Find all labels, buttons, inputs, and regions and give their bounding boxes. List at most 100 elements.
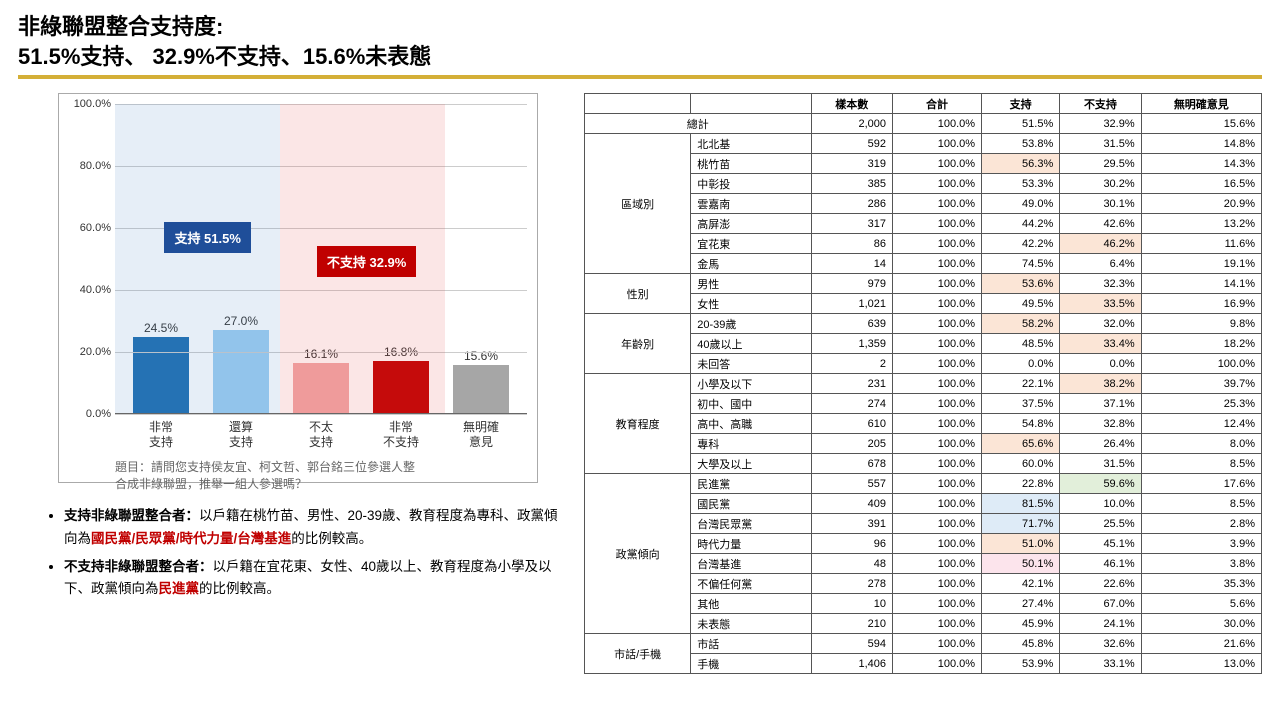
table-cell: 100.0% — [893, 254, 982, 274]
table-group-label: 區域別 — [585, 134, 691, 274]
table-cell: 48.5% — [982, 334, 1060, 354]
table-row-label: 高屏澎 — [691, 214, 811, 234]
table-group-label: 教育程度 — [585, 374, 691, 474]
table-row-label: 雲嘉南 — [691, 194, 811, 214]
table-cell: 27.4% — [982, 594, 1060, 614]
table-cell: 100.0% — [893, 434, 982, 454]
table-cell: 20.9% — [1141, 194, 1261, 214]
table-cell: 100.0% — [893, 574, 982, 594]
chart-badge: 支持 51.5% — [164, 222, 250, 253]
table-cell: 610 — [811, 414, 892, 434]
table-cell: 8.5% — [1141, 494, 1261, 514]
table-row-label: 台灣民眾黨 — [691, 514, 811, 534]
table-cell: 32.9% — [1060, 114, 1141, 134]
table-group-label: 性別 — [585, 274, 691, 314]
table-cell: 48 — [811, 554, 892, 574]
table-cell: 60.0% — [982, 454, 1060, 474]
table-row: 年齡別20-39歲639100.0%58.2%32.0%9.8% — [585, 314, 1262, 334]
table-cell: 38.2% — [1060, 374, 1141, 394]
table-row-label: 時代力量 — [691, 534, 811, 554]
table-cell: 53.6% — [982, 274, 1060, 294]
table-cell: 25.3% — [1141, 394, 1261, 414]
table-cell: 14 — [811, 254, 892, 274]
table-cell: 37.1% — [1060, 394, 1141, 414]
table-cell: 65.6% — [982, 434, 1060, 454]
table-cell: 100.0% — [893, 394, 982, 414]
table-cell: 44.2% — [982, 214, 1060, 234]
table-cell: 29.5% — [1060, 154, 1141, 174]
table-header: 樣本數 — [811, 94, 892, 114]
table-cell: 18.2% — [1141, 334, 1261, 354]
gridline — [115, 414, 527, 415]
y-tick-label: 60.0% — [65, 222, 111, 234]
table-cell: 58.2% — [982, 314, 1060, 334]
table-cell: 385 — [811, 174, 892, 194]
table-row-label: 未表態 — [691, 614, 811, 634]
table-cell: 45.8% — [982, 634, 1060, 654]
table-cell: 8.5% — [1141, 454, 1261, 474]
table-cell: 278 — [811, 574, 892, 594]
table-cell: 100.0% — [893, 174, 982, 194]
table-cell: 49.0% — [982, 194, 1060, 214]
table-cell: 678 — [811, 454, 892, 474]
table-cell: 30.0% — [1141, 614, 1261, 634]
support-bar-chart: 24.5%27.0%16.1%16.8%15.6% 0.0%20.0%40.0%… — [58, 93, 538, 483]
table-cell: 31.5% — [1060, 454, 1141, 474]
table-cell: 100.0% — [893, 214, 982, 234]
table-cell: 274 — [811, 394, 892, 414]
table-cell: 16.5% — [1141, 174, 1261, 194]
table-cell: 13.2% — [1141, 214, 1261, 234]
table-row-label: 40歲以上 — [691, 334, 811, 354]
table-cell: 979 — [811, 274, 892, 294]
table-cell: 100.0% — [893, 274, 982, 294]
table-row-label: 中彰投 — [691, 174, 811, 194]
table-cell: 21.6% — [1141, 634, 1261, 654]
table-cell: 32.8% — [1060, 414, 1141, 434]
table-header: 支持 — [982, 94, 1060, 114]
table-row-label: 金馬 — [691, 254, 811, 274]
table-cell: 2,000 — [811, 114, 892, 134]
table-cell: 12.4% — [1141, 414, 1261, 434]
table-cell: 100.0% — [893, 134, 982, 154]
table-row-label: 男性 — [691, 274, 811, 294]
table-header: 合計 — [893, 94, 982, 114]
table-cell: 53.3% — [982, 174, 1060, 194]
table-cell: 30.1% — [1060, 194, 1141, 214]
bullet-text: 民進黨 — [159, 581, 200, 596]
table-cell: 3.9% — [1141, 534, 1261, 554]
table-cell: 1,406 — [811, 654, 892, 674]
table-cell: 391 — [811, 514, 892, 534]
table-cell: 54.8% — [982, 414, 1060, 434]
table-cell: 317 — [811, 214, 892, 234]
table-cell: 557 — [811, 474, 892, 494]
y-tick-label: 40.0% — [65, 284, 111, 296]
table-cell: 22.6% — [1060, 574, 1141, 594]
table-row-label: 初中、國中 — [691, 394, 811, 414]
table-cell: 0.0% — [982, 354, 1060, 374]
table-cell: 35.3% — [1141, 574, 1261, 594]
table-cell: 5.6% — [1141, 594, 1261, 614]
table-cell: 42.6% — [1060, 214, 1141, 234]
table-cell: 71.7% — [982, 514, 1060, 534]
table-cell: 24.1% — [1060, 614, 1141, 634]
analysis-bullets: 支持非綠聯盟整合者：以戶籍在桃竹苗、男性、20-39歲、教育程度為專科、政黨傾向… — [46, 505, 558, 600]
table-cell: 16.9% — [1141, 294, 1261, 314]
chart-caption: 題目：請問您支持侯友宜、柯文哲、郭台銘三位參選人整 合成非綠聯盟，推舉一組人參選… — [115, 459, 527, 493]
y-tick-label: 0.0% — [65, 408, 111, 420]
table-row-label: 高中、高職 — [691, 414, 811, 434]
table-cell: 67.0% — [1060, 594, 1141, 614]
table-cell: 10.0% — [1060, 494, 1141, 514]
table-cell: 17.6% — [1141, 474, 1261, 494]
table-cell: 45.1% — [1060, 534, 1141, 554]
table-cell: 100.0% — [893, 514, 982, 534]
bullet-text: 的比例較高。 — [199, 581, 280, 596]
chart-badge: 不支持 32.9% — [317, 246, 416, 277]
table-cell: 25.5% — [1060, 514, 1141, 534]
table-header: 不支持 — [1060, 94, 1141, 114]
bullet-lead: 支持非綠聯盟整合者： — [64, 508, 199, 523]
table-header: 無明確意見 — [1141, 94, 1261, 114]
table-cell: 2 — [811, 354, 892, 374]
table-cell: 100.0% — [893, 194, 982, 214]
table-cell: 86 — [811, 234, 892, 254]
table-cell: 9.8% — [1141, 314, 1261, 334]
